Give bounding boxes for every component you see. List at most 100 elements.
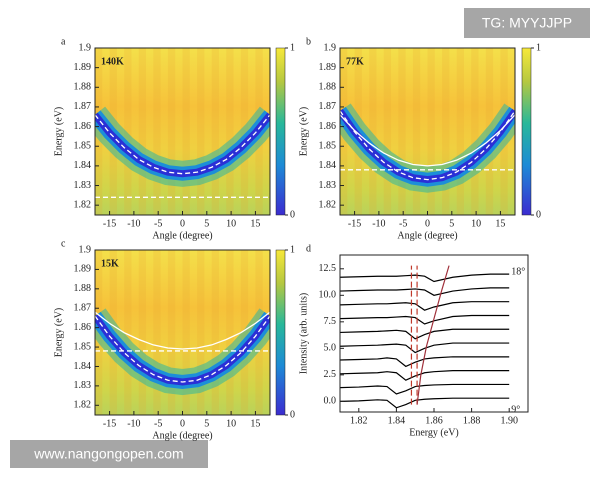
heatmap-stripe bbox=[226, 250, 234, 415]
x-tick-label: 10 bbox=[471, 218, 481, 229]
y-tick-label: 1.9 bbox=[324, 42, 337, 53]
y-tick-label: 1.85 bbox=[319, 141, 337, 152]
temperature-label: 140K bbox=[101, 56, 124, 67]
y-tick-label: 1.9 bbox=[79, 42, 92, 53]
heatmap-stripe bbox=[182, 250, 190, 415]
watermark-box bbox=[464, 8, 590, 38]
heatmap-stripe bbox=[182, 48, 190, 215]
x-tick-label: 5 bbox=[449, 218, 454, 229]
y-tick-label: 10.0 bbox=[319, 290, 337, 301]
x-tick-label: 1.90 bbox=[500, 415, 518, 426]
x-tick-label: -5 bbox=[399, 218, 407, 229]
heatmap-stripe bbox=[124, 48, 132, 215]
y-tick-label: 1.89 bbox=[74, 62, 92, 73]
plot-frame bbox=[94, 249, 271, 416]
dispersion-curve bbox=[340, 110, 515, 181]
x-tick-label: -10 bbox=[127, 418, 140, 429]
heatmap-stripe bbox=[153, 250, 161, 415]
x-tick-label: 15 bbox=[250, 218, 260, 229]
y-axis-title: Energy (eV) bbox=[298, 107, 309, 157]
heatmap bbox=[95, 48, 270, 215]
x-axis-title: Angle (degree) bbox=[152, 430, 212, 441]
spectrum-line bbox=[339, 356, 510, 368]
y-tick-label: 1.83 bbox=[319, 180, 337, 191]
colorbar bbox=[521, 47, 532, 216]
colorbar-tick-label: 1 bbox=[290, 42, 295, 53]
y-tick-label: 1.83 bbox=[74, 380, 92, 391]
dispersion-curve bbox=[340, 114, 515, 167]
temperature-label: 77K bbox=[346, 56, 364, 67]
colorbar-tick-label: 1 bbox=[290, 244, 295, 255]
y-tick-label: 1.88 bbox=[319, 82, 337, 93]
heatmap-stripe bbox=[167, 250, 176, 415]
y-tick-label: 1.86 bbox=[74, 121, 92, 132]
plot-frame bbox=[94, 47, 271, 216]
panel-letter: c bbox=[61, 238, 66, 249]
heatmap-stripe bbox=[398, 48, 406, 215]
colorbar-tick-label: 0 bbox=[536, 209, 541, 220]
spectrum-line bbox=[339, 383, 510, 395]
y-tick-label: 1.85 bbox=[74, 141, 92, 152]
colorbar-tick-label: 0 bbox=[290, 409, 295, 420]
dispersion-curve bbox=[95, 311, 270, 350]
y-tick-label: 1.86 bbox=[319, 121, 337, 132]
angle-label: 18° bbox=[511, 266, 525, 277]
y-tick-label: 1.83 bbox=[74, 180, 92, 191]
heatmap-stripe bbox=[226, 48, 234, 215]
x-tick-label: 0 bbox=[180, 218, 185, 229]
heatmap-stripe bbox=[197, 250, 205, 415]
heatmap-stripe bbox=[456, 48, 464, 215]
y-tick-label: 1.82 bbox=[74, 400, 92, 411]
spectrum-line bbox=[339, 273, 510, 283]
spectrum-line bbox=[339, 342, 510, 354]
angle-label: 9° bbox=[511, 405, 520, 416]
x-tick-label: 1.84 bbox=[388, 415, 406, 426]
y-tick-label: 0.0 bbox=[324, 396, 337, 407]
heatmap-stripe bbox=[138, 250, 147, 415]
spectrum-line bbox=[339, 370, 510, 381]
x-tick-label: 15 bbox=[495, 218, 505, 229]
x-axis-title: Energy (eV) bbox=[409, 427, 459, 438]
heatmap-stripe bbox=[383, 48, 392, 215]
colorbar-tick-label: 1 bbox=[536, 42, 541, 53]
y-tick-label: 12.5 bbox=[319, 263, 337, 274]
heatmap-stripe bbox=[124, 250, 132, 415]
x-axis-title: Angle (degree) bbox=[152, 230, 212, 241]
y-tick-label: 1.82 bbox=[319, 199, 337, 210]
temperature-label: 15K bbox=[101, 258, 119, 269]
y-tick-label: 1.85 bbox=[74, 341, 92, 352]
x-tick-label: -5 bbox=[154, 418, 162, 429]
colorbar-tick-label: 0 bbox=[290, 209, 295, 220]
heatmap-stripe bbox=[153, 48, 161, 215]
x-tick-label: -10 bbox=[127, 218, 140, 229]
spectrum-line bbox=[416, 265, 450, 405]
colorbar bbox=[275, 47, 286, 216]
plot-frame bbox=[339, 254, 529, 413]
heatmap-stripe bbox=[167, 48, 176, 215]
colorbar bbox=[275, 249, 286, 416]
y-tick-label: 1.84 bbox=[74, 160, 92, 171]
spectrum-line bbox=[339, 287, 510, 296]
y-tick-label: 1.87 bbox=[74, 303, 92, 314]
y-tick-label: 2.5 bbox=[324, 369, 337, 380]
heatmap-stripe bbox=[197, 48, 205, 215]
heatmap-stripe bbox=[427, 48, 435, 215]
spectrum-line bbox=[339, 314, 510, 325]
x-axis-title: Angle (degree) bbox=[397, 230, 457, 241]
panel-letter: a bbox=[61, 36, 66, 47]
x-tick-label: 10 bbox=[226, 218, 236, 229]
x-tick-label: 5 bbox=[204, 218, 209, 229]
panel-letter: b bbox=[306, 36, 311, 47]
x-tick-label: -10 bbox=[372, 218, 385, 229]
watermark-box bbox=[10, 440, 208, 468]
y-tick-label: 1.88 bbox=[74, 283, 92, 294]
spectrum-line bbox=[339, 328, 510, 340]
y-tick-label: 1.86 bbox=[74, 322, 92, 333]
heatmap-stripe bbox=[211, 250, 219, 415]
y-tick-label: 1.87 bbox=[319, 101, 337, 112]
heatmap-stripe bbox=[442, 48, 450, 215]
x-tick-label: 1.88 bbox=[463, 415, 481, 426]
spectrum-line bbox=[339, 397, 510, 409]
